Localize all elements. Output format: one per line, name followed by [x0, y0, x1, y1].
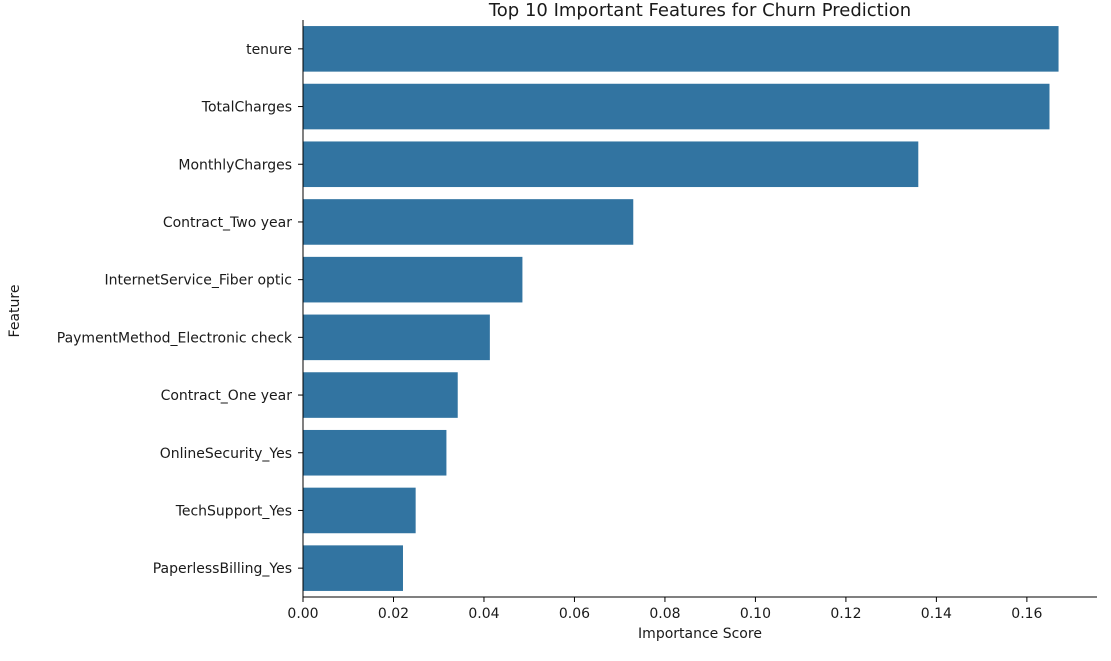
y-tick-label: InternetService_Fiber optic	[105, 273, 293, 289]
bar	[303, 83, 1050, 130]
y-tick-label: Contract_One year	[161, 388, 293, 404]
x-tick-label: 0.02	[378, 606, 409, 622]
x-axis-ticks: 0.00 0.02 0.04 0.06 0.08 0.10 0.12 0.14 0.16	[287, 597, 1043, 622]
bar	[303, 26, 1059, 72]
bar	[303, 545, 403, 591]
x-tick-label: 0.10	[740, 606, 771, 622]
x-tick-label: 0.06	[559, 606, 590, 622]
x-tick-label: 0.16	[1011, 606, 1042, 622]
x-tick-label: 0.12	[830, 606, 861, 622]
x-tick-label: 0.00	[287, 606, 318, 622]
bar	[303, 372, 458, 418]
y-tick-label: OnlineSecurity_Yes	[160, 446, 292, 462]
y-axis-label: Feature	[7, 285, 23, 338]
y-tick-label: Contract_Two year	[163, 215, 292, 231]
y-tick-label: TotalCharges	[201, 100, 292, 116]
bar	[303, 199, 634, 245]
x-tick-label: 0.14	[921, 606, 952, 622]
y-axis-ticks: tenure TotalCharges MonthlyCharges Contract…	[57, 42, 303, 577]
y-tick-label: TechSupport_Yes	[175, 503, 292, 519]
bars-group	[303, 26, 1059, 591]
x-tick-label: 0.04	[468, 606, 499, 622]
chart-title: Top 10 Important Features for Churn Pred…	[488, 0, 911, 21]
bar	[303, 314, 490, 361]
x-axis-label: Importance Score	[638, 626, 762, 642]
y-tick-label: tenure	[246, 42, 292, 58]
bar	[303, 256, 523, 303]
y-tick-label: MonthlyCharges	[178, 157, 292, 173]
bar	[303, 487, 416, 534]
y-tick-label: PaymentMethod_Electronic check	[57, 330, 293, 346]
bar	[303, 429, 447, 476]
y-tick-label: PaperlessBilling_Yes	[153, 561, 292, 577]
bar	[303, 141, 919, 188]
x-tick-label: 0.08	[649, 606, 680, 622]
